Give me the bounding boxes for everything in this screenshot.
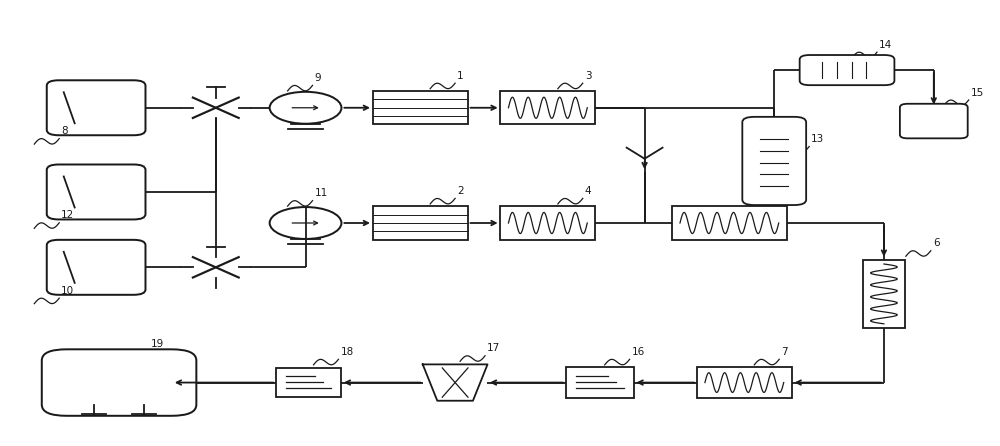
FancyBboxPatch shape (42, 349, 196, 416)
Bar (566, 368, 634, 398)
FancyBboxPatch shape (800, 55, 894, 85)
Text: 13: 13 (811, 134, 824, 144)
FancyBboxPatch shape (742, 117, 806, 205)
Text: 10: 10 (61, 286, 74, 296)
Text: 14: 14 (879, 40, 892, 50)
Bar (863, 260, 905, 328)
FancyBboxPatch shape (900, 104, 968, 138)
Bar (373, 91, 468, 124)
Text: 11: 11 (315, 188, 328, 198)
Text: 1: 1 (457, 71, 464, 81)
Text: 15: 15 (971, 87, 984, 98)
Text: 4: 4 (585, 186, 591, 196)
Text: 12: 12 (61, 211, 74, 220)
FancyBboxPatch shape (47, 165, 145, 219)
Text: 6: 6 (933, 238, 939, 248)
Bar (697, 367, 792, 398)
Text: 2: 2 (457, 186, 464, 196)
Bar (672, 206, 787, 240)
Text: 5: 5 (781, 186, 788, 196)
Polygon shape (423, 364, 488, 401)
Text: 3: 3 (585, 71, 591, 81)
Text: 17: 17 (487, 343, 500, 353)
Text: 9: 9 (315, 73, 321, 83)
Bar (373, 206, 468, 240)
Text: 16: 16 (632, 347, 645, 357)
Text: 18: 18 (340, 347, 354, 357)
Bar (500, 91, 595, 124)
Text: 7: 7 (781, 347, 788, 357)
Bar (276, 368, 341, 397)
Text: 8: 8 (61, 126, 68, 136)
FancyBboxPatch shape (47, 80, 145, 135)
Text: 19: 19 (151, 339, 164, 349)
Bar (500, 206, 595, 240)
FancyBboxPatch shape (47, 240, 145, 295)
